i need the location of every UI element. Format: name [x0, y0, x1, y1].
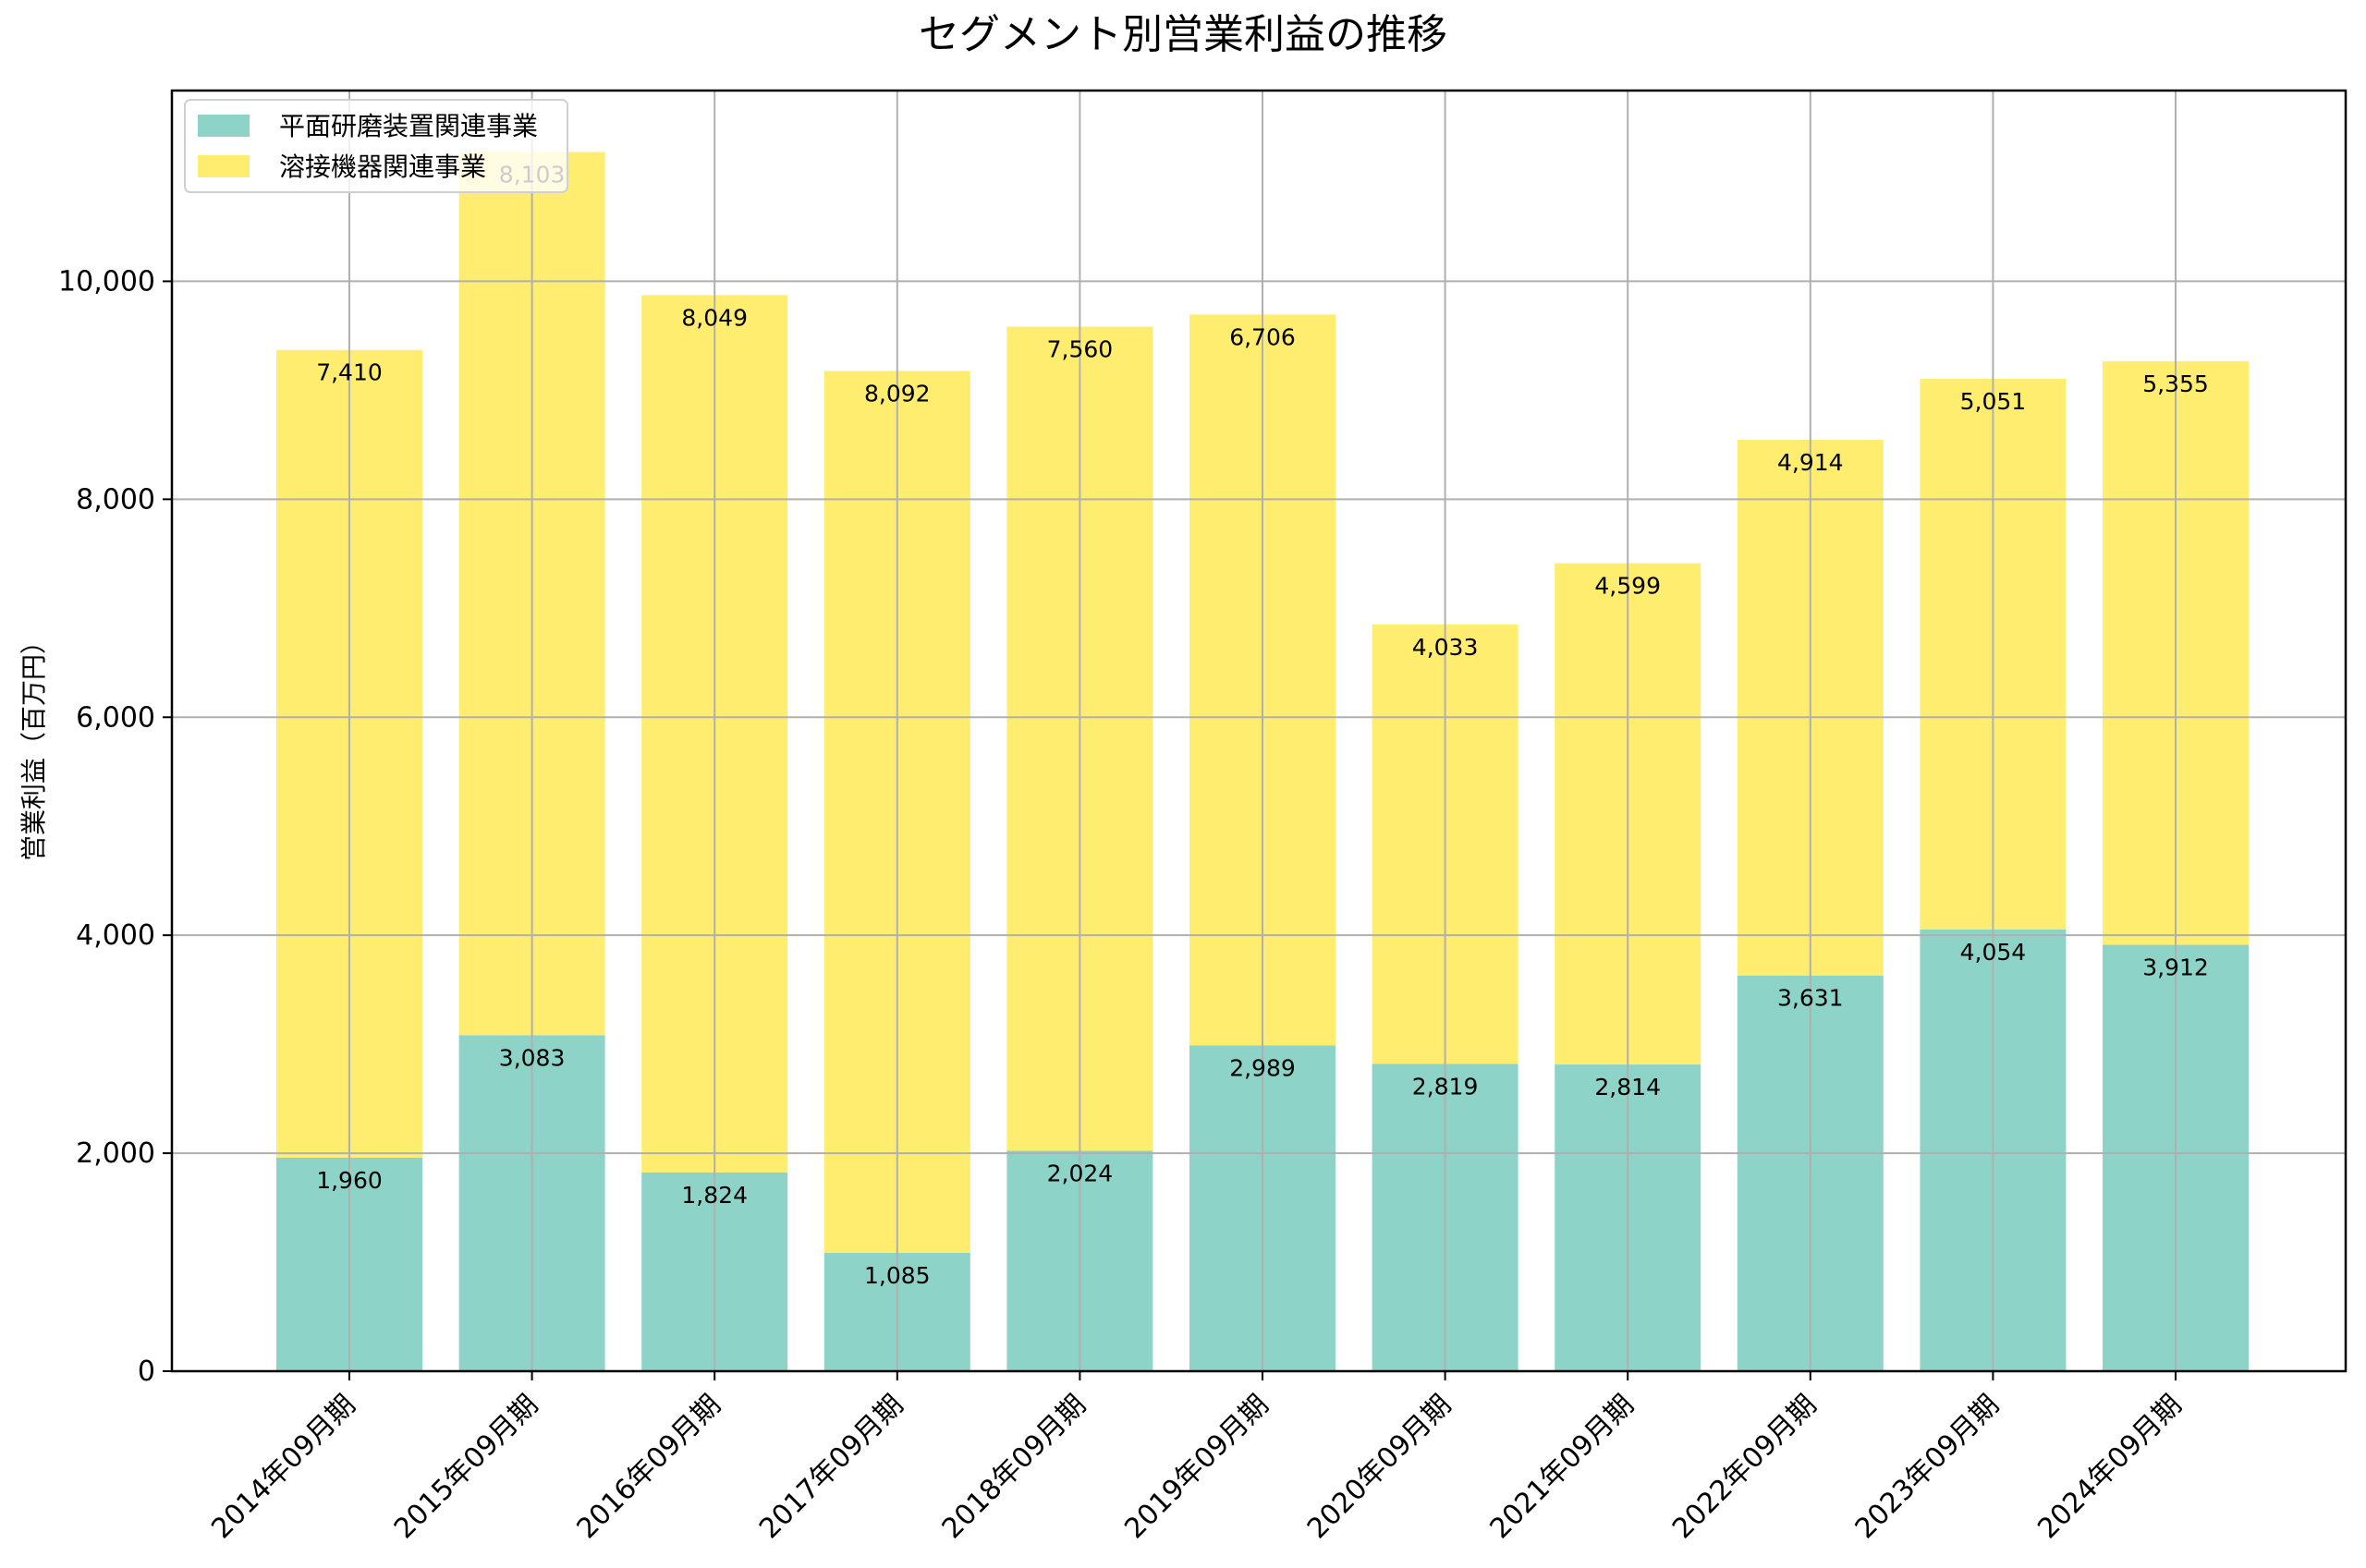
legend-swatch-1 — [198, 155, 250, 177]
x-tick-label-9: 2023年09月期 — [1849, 1389, 2006, 1545]
legend-swatch-0 — [198, 115, 250, 137]
y-tick-label-0: 0 — [138, 1355, 155, 1388]
x-tick-label-10: 2024年09月期 — [2031, 1389, 2188, 1545]
grid-layer — [172, 91, 2346, 1372]
plot-frame — [170, 89, 2348, 1373]
legend-label-0: 平面研磨装置関連事業 — [279, 111, 538, 141]
x-tick-label-6: 2020年09月期 — [1301, 1389, 1457, 1545]
data-label-welding-4: 7,560 — [1047, 335, 1114, 362]
data-label-grinding-4: 2,024 — [1047, 1160, 1114, 1186]
data-labels-layer: 1,9607,4103,0838,1031,8248,0491,0858,092… — [316, 162, 2209, 1289]
x-tick-label-8: 2022年09月期 — [1666, 1389, 1823, 1545]
legend-box — [184, 99, 568, 193]
data-label-welding-2: 8,049 — [681, 304, 748, 331]
y-tick-label-5: 10,000 — [58, 265, 155, 298]
x-tick-label-7: 2021年09月期 — [1483, 1389, 1640, 1545]
data-label-welding-6: 4,033 — [1412, 634, 1479, 661]
data-label-grinding-7: 2,814 — [1594, 1074, 1661, 1100]
data-label-welding-3: 8,092 — [864, 381, 931, 407]
data-label-welding-9: 5,051 — [1960, 388, 2027, 415]
data-label-grinding-10: 3,912 — [2142, 954, 2209, 981]
data-label-grinding-5: 2,989 — [1229, 1054, 1296, 1081]
data-label-grinding-0: 1,960 — [316, 1167, 383, 1194]
data-label-welding-8: 4,914 — [1777, 449, 1844, 476]
y-tick-label-2: 4,000 — [76, 919, 155, 952]
data-label-welding-5: 6,706 — [1229, 323, 1296, 350]
data-label-grinding-8: 3,631 — [1777, 985, 1844, 1012]
x-tick-label-5: 2019年09月期 — [1118, 1389, 1274, 1545]
x-tick-label-1: 2015年09月期 — [388, 1389, 544, 1545]
x-tick-label-3: 2017年09月期 — [753, 1389, 909, 1545]
y-tick-label-3: 6,000 — [76, 701, 155, 734]
data-label-grinding-2: 1,824 — [681, 1182, 748, 1209]
x-tick-label-4: 2018年09月期 — [936, 1389, 1092, 1545]
x-tick-label-0: 2014年09月期 — [205, 1389, 361, 1545]
y-tick-label-4: 8,000 — [76, 483, 155, 516]
x-tick-label-2: 2016年09月期 — [570, 1389, 726, 1545]
data-label-grinding-6: 2,819 — [1412, 1073, 1479, 1100]
y-tick-label-1: 2,000 — [76, 1137, 155, 1170]
data-label-grinding-3: 1,085 — [864, 1262, 931, 1289]
data-label-welding-0: 7,410 — [316, 359, 383, 386]
data-label-welding-7: 4,599 — [1594, 573, 1661, 600]
chart-title: セグメント別営業利益の推移 — [919, 11, 1447, 58]
legend-label-1: 溶接機器関連事業 — [279, 152, 486, 182]
data-label-grinding-9: 4,054 — [1960, 939, 2027, 966]
y-axis-label: 営業利益（百万円） — [18, 628, 49, 861]
data-label-welding-10: 5,355 — [2142, 371, 2209, 397]
data-label-grinding-1: 3,083 — [499, 1044, 566, 1071]
